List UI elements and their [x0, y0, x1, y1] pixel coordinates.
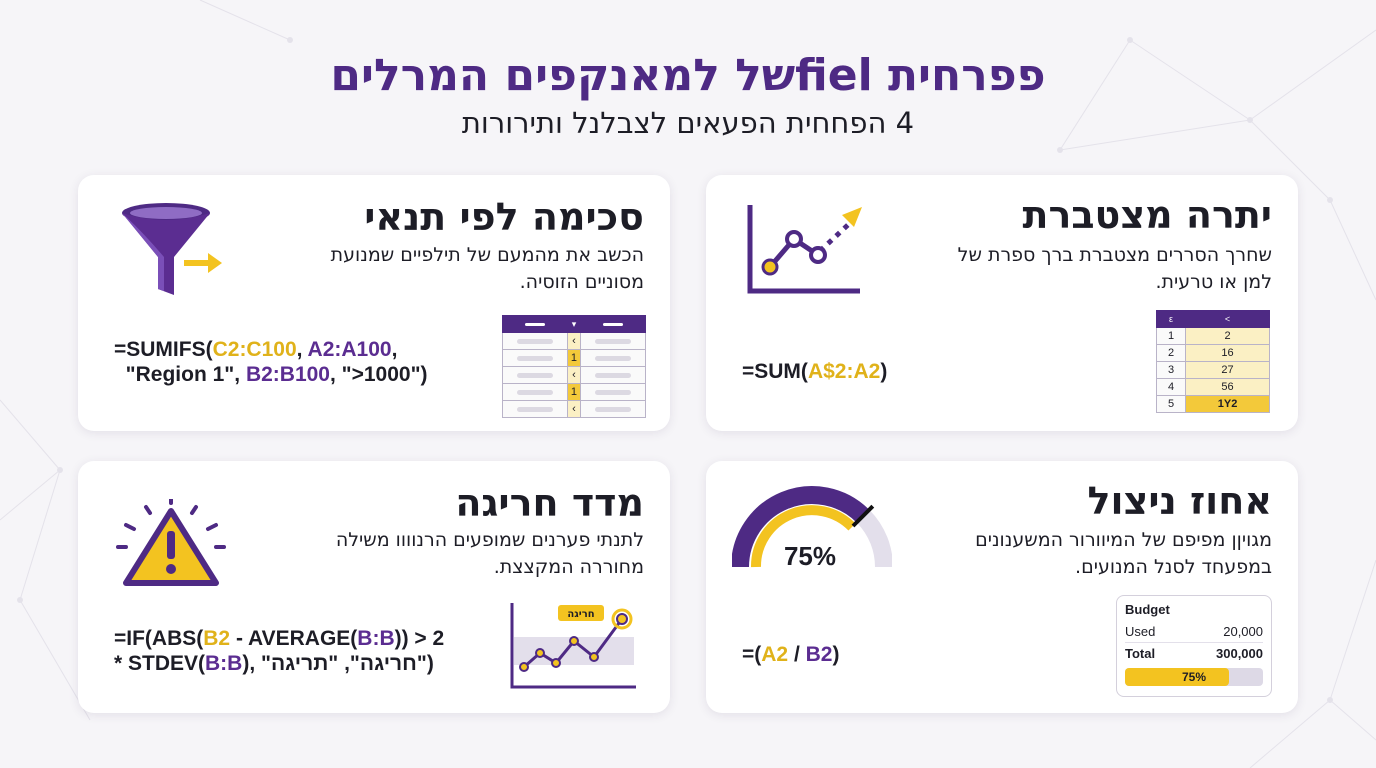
budget-title: Budget — [1125, 602, 1170, 617]
table-row: ‹ — [502, 332, 646, 350]
card-title: יתרה מצטברת — [1022, 193, 1273, 237]
table-row: 1 — [502, 349, 646, 367]
card-title: סכימה לפי תנאי — [364, 195, 644, 239]
page-title: פפרחית fielשל למאנקפים המרלים — [330, 50, 1046, 101]
card-title: אחוז ניצול — [1087, 479, 1272, 523]
card-description: מגויןן מפיפם של המיוורור המשענונים במפעח… — [975, 529, 1272, 578]
warning-icon — [116, 499, 226, 586]
formula-cumulative-sum: =SUM(A$2:A2) — [742, 360, 888, 383]
formula-percent: =(A2 / B2) — [742, 643, 840, 666]
anomaly-line-chart-icon: חריגה — [510, 603, 636, 689]
filtered-rows-table: ▾ ‹ 1 ‹ 1 ‹ — [502, 315, 646, 418]
table-row: 4 56 — [1155, 378, 1270, 396]
budget-total-row: Total 300,000 — [1125, 646, 1263, 661]
formula-sumifs: =SUMIFS(C2:C100, A2:A100, "Region 1", B2… — [114, 338, 428, 386]
card-running-total: יתרה מצטברת שחרך הסררים מצטברת ברך ספרת … — [706, 175, 1298, 431]
column-header: ε — [1155, 310, 1187, 328]
card-anomaly-index: מדד חריגה לתנתי פערנים שמופעים הרנוווו מ… — [78, 461, 670, 713]
column-header: < — [1185, 310, 1270, 328]
budget-used-row: Used 20,000 — [1125, 621, 1263, 643]
funnel-icon — [122, 203, 222, 295]
card-utilization-percent: אחוז ניצול מגויןן מפיפם של המיוורור המשע… — [706, 461, 1298, 713]
budget-progress-bar: 75% — [1125, 668, 1263, 686]
card-title: מדד חריגה — [455, 481, 644, 525]
gauge-value-label: 75% — [784, 541, 836, 571]
budget-panel: Budget Used 20,000 Total 300,000 75% — [1116, 595, 1272, 697]
card-description: הכשב את מהמעם של תילפיים שמנועת מסוניים … — [330, 244, 644, 293]
table-row: ‹ — [502, 366, 646, 384]
anomaly-chart-label: חריגה — [567, 609, 594, 620]
table-row: 2 16 — [1155, 344, 1270, 362]
card-description: שחרך הסררים מצטברת ברך ספרת של למן או טר… — [957, 244, 1272, 293]
line-chart-arrow-icon — [747, 205, 862, 294]
card-description: לתנתי פערנים שמופעים הרנוווו משילה מחורר… — [335, 529, 644, 578]
table-row: 3 27 — [1155, 361, 1270, 379]
page-subtitle: 4 הפחחית הפעאים לצבלנל ותירורות — [461, 106, 915, 140]
gauge-icon: 75% — [732, 486, 892, 571]
table-row: 5 1Y2 — [1155, 395, 1270, 413]
table-row: 1 — [502, 383, 646, 401]
formula-anomaly: =IF(ABS(B2 - AVERAGE(B:B)) > 2 * STDEV(B… — [114, 627, 445, 675]
table-row: ‹ — [502, 400, 646, 418]
card-conditional-sum: סכימה לפי תנאי הכשב את מהמעם של תילפיים … — [78, 175, 670, 431]
